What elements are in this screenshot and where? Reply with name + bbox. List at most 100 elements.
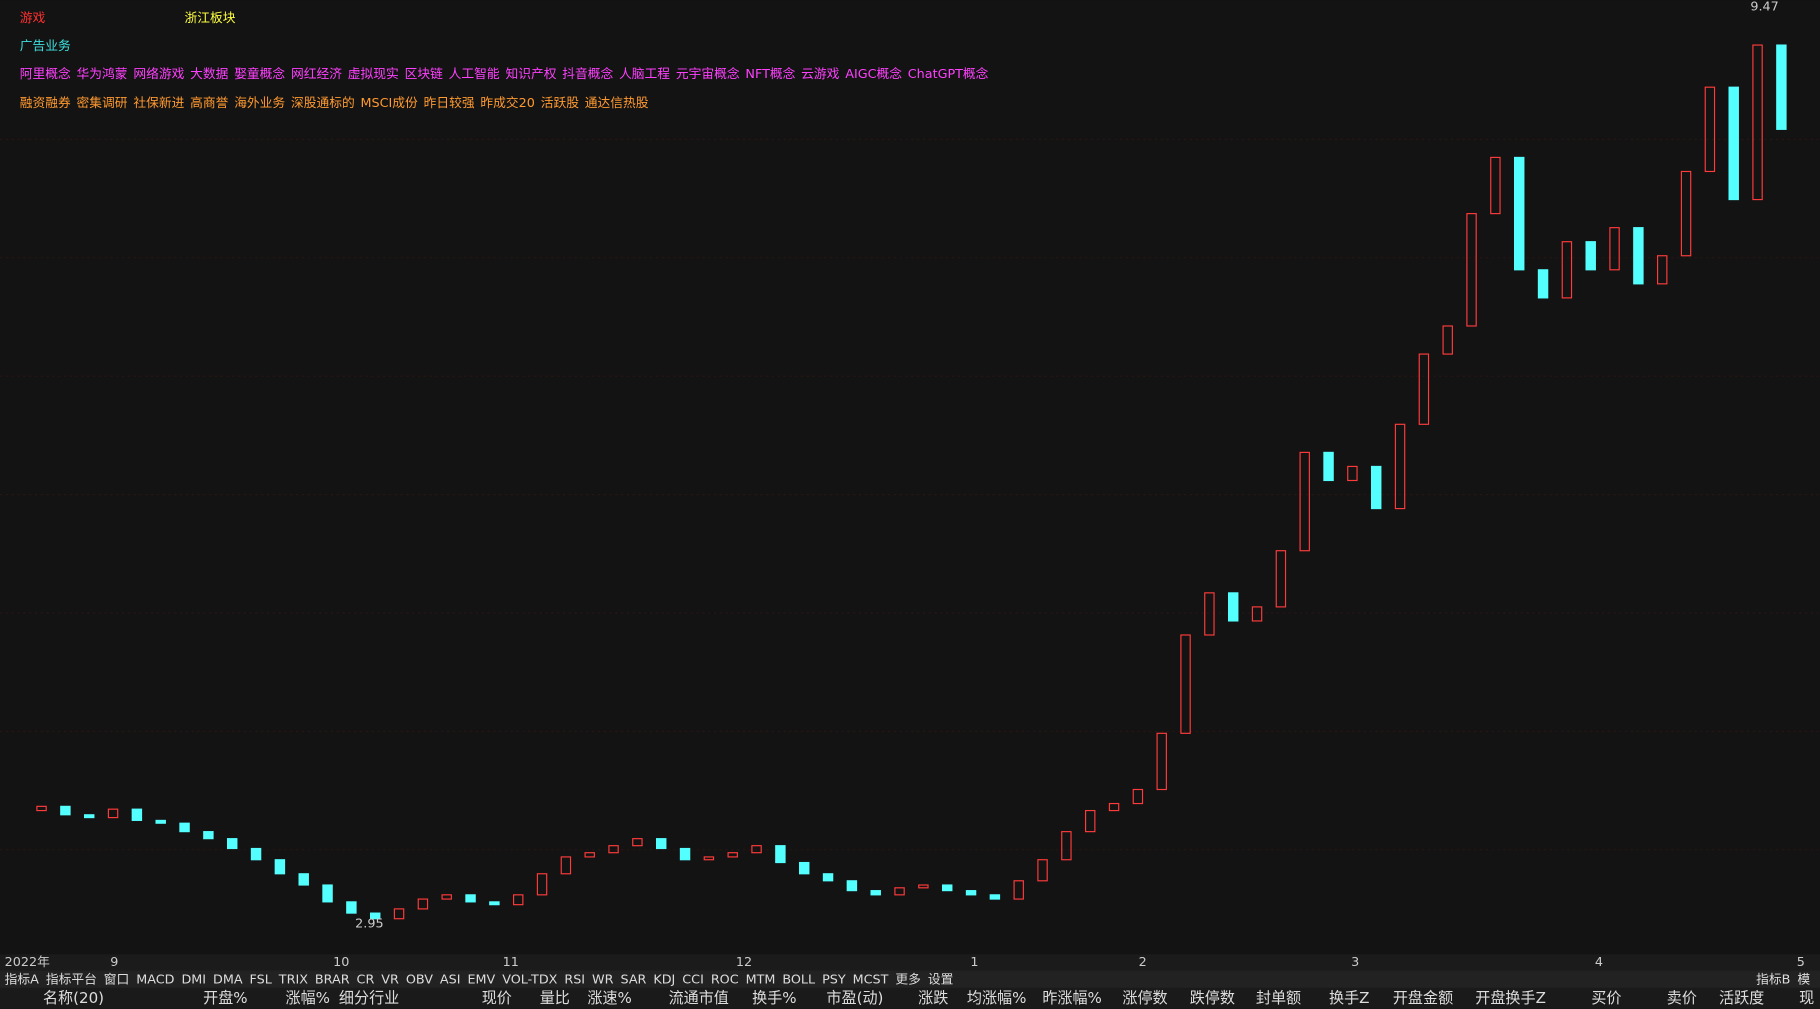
indicator-tab[interactable]: 窗口 [104, 972, 130, 987]
indicator-tab[interactable]: ROC [711, 972, 739, 987]
indicator-tab[interactable]: WR [592, 972, 614, 987]
column-header[interactable]: 流通市值 [669, 989, 729, 1007]
style-tag[interactable]: 高商誉 [190, 95, 228, 111]
candle-down [679, 847, 691, 861]
theme-tag[interactable]: 人工智能 [449, 67, 500, 82]
style-tag[interactable]: 通达信热股 [585, 96, 649, 111]
column-header[interactable]: 开盘金额 [1393, 989, 1453, 1007]
indicator-tab[interactable]: 指标A [5, 972, 39, 987]
candle-up [1061, 831, 1072, 861]
column-header[interactable]: 名称(20) [43, 989, 104, 1007]
indicator-tab[interactable]: RSI [564, 972, 585, 987]
indicator-tab[interactable]: CR [357, 972, 375, 987]
style-tag[interactable]: MSCI成份 [361, 96, 419, 111]
column-header[interactable]: 涨幅% [286, 989, 330, 1007]
column-header[interactable]: 涨速% [587, 989, 631, 1007]
indicator-tab[interactable]: BOLL [782, 972, 816, 987]
indicator-tab[interactable]: 设置 [928, 972, 954, 987]
column-header[interactable]: 活跃度 [1719, 989, 1764, 1007]
theme-tag[interactable]: 人脑工程 [619, 67, 670, 82]
theme-tag[interactable]: ChatGPT概念 [908, 66, 989, 82]
column-header[interactable]: 昨涨幅% [1042, 989, 1102, 1007]
low-label: 2.95 [355, 917, 383, 932]
candle-up [1013, 880, 1024, 900]
candle-down [1227, 592, 1239, 622]
column-header[interactable]: 换手% [752, 989, 796, 1007]
indicator-tab[interactable]: MACD [136, 972, 174, 987]
style-tag[interactable]: 融资融券 [20, 95, 71, 111]
candle-up [536, 873, 548, 896]
indicator-tab[interactable]: MCST [853, 972, 889, 987]
candle-down [465, 894, 476, 903]
theme-tag[interactable]: 网络游戏 [133, 66, 184, 82]
candle-up [1680, 170, 1692, 257]
column-header[interactable]: 买价 [1591, 989, 1621, 1007]
indicator-tab[interactable]: VR [381, 972, 399, 987]
indicator-tab[interactable]: DMA [213, 972, 243, 987]
style-tag[interactable]: 海外业务 [234, 95, 285, 111]
indicator-tab[interactable]: 模 [1797, 972, 1810, 987]
theme-tag[interactable]: 区块链 [405, 67, 443, 82]
indicator-tab[interactable]: 指标平台 [46, 972, 97, 987]
theme-tag[interactable]: 云游戏 [801, 67, 839, 82]
style-tag[interactable]: 社保新进 [133, 95, 184, 111]
theme-tag[interactable]: NFT概念 [745, 66, 795, 82]
x-axis-bar [0, 954, 1820, 971]
column-header[interactable]: 开盘% [203, 989, 247, 1007]
x-axis-label: 4 [1595, 955, 1603, 970]
indicator-tab[interactable]: SAR [620, 972, 646, 987]
column-header[interactable]: 涨跌 [918, 989, 948, 1007]
column-header[interactable]: 涨停数 [1122, 989, 1167, 1007]
candle-down [870, 890, 881, 896]
style-tag[interactable]: 昨成交20 [480, 95, 534, 111]
indicator-tab[interactable]: TRIX [278, 972, 308, 987]
theme-tag[interactable]: 知识产权 [505, 66, 556, 82]
column-header[interactable]: 换手Z [1329, 989, 1370, 1007]
indicator-tab[interactable]: CCI [682, 972, 704, 987]
column-header[interactable]: 现价 [482, 989, 512, 1007]
theme-tag[interactable]: 华为鸿蒙 [77, 66, 128, 82]
candle-down [1728, 86, 1739, 201]
indicator-tab[interactable]: PSY [822, 972, 846, 987]
candle-up [584, 852, 595, 858]
indicator-tab[interactable]: KDJ [653, 972, 675, 987]
theme-tag[interactable]: AIGC概念 [845, 66, 902, 82]
indicator-tab[interactable]: BRAR [315, 972, 350, 987]
candle-up [751, 845, 762, 854]
indicator-tab[interactable]: 更多 [895, 972, 921, 987]
style-tag[interactable]: 活跃股 [541, 96, 579, 111]
indicator-tab[interactable]: VOL-TDX [502, 972, 557, 987]
indicator-tab[interactable]: FSL [250, 972, 273, 987]
indicator-tab[interactable]: OBV [406, 972, 433, 987]
column-header[interactable]: 量比 [540, 989, 570, 1007]
indicator-tab[interactable]: DMI [181, 972, 206, 987]
column-header[interactable]: 跌停数 [1190, 989, 1235, 1007]
column-header[interactable]: 卖价 [1667, 989, 1697, 1007]
candle-up [441, 894, 452, 900]
style-tag[interactable]: 密集调研 [77, 95, 128, 111]
column-header[interactable]: 细分行业 [339, 989, 399, 1007]
x-axis-label: 10 [333, 955, 349, 970]
column-header[interactable]: 均涨幅% [967, 989, 1027, 1007]
column-header[interactable]: 开盘换手Z [1475, 989, 1546, 1007]
candle-up [894, 887, 905, 896]
column-header[interactable]: 封单额 [1256, 989, 1301, 1007]
style-tag[interactable]: 深股通标的 [291, 95, 355, 111]
theme-tag[interactable]: 娶童概念 [234, 66, 285, 82]
candle-down [1513, 156, 1525, 271]
indicator-tab[interactable]: ASI [440, 972, 461, 987]
indicator-tab[interactable]: MTM [746, 972, 776, 987]
theme-tag[interactable]: 虚拟现实 [348, 67, 399, 82]
theme-tag[interactable]: 大数据 [190, 67, 228, 82]
tag-business: 广告业务 [20, 38, 71, 54]
indicator-tab[interactable]: EMV [467, 972, 495, 987]
theme-tag[interactable]: 抖音概念 [562, 66, 613, 82]
style-tag[interactable]: 昨日较强 [424, 96, 475, 111]
x-axis-label: 12 [736, 955, 752, 970]
indicator-tab[interactable]: 指标B [1756, 972, 1790, 987]
theme-tag[interactable]: 元宇宙概念 [676, 66, 740, 82]
column-header[interactable]: 现 [1799, 989, 1814, 1007]
theme-tag[interactable]: 网红经济 [291, 66, 342, 82]
column-header[interactable]: 市盈(动) [826, 989, 883, 1007]
theme-tag[interactable]: 阿里概念 [20, 66, 71, 82]
